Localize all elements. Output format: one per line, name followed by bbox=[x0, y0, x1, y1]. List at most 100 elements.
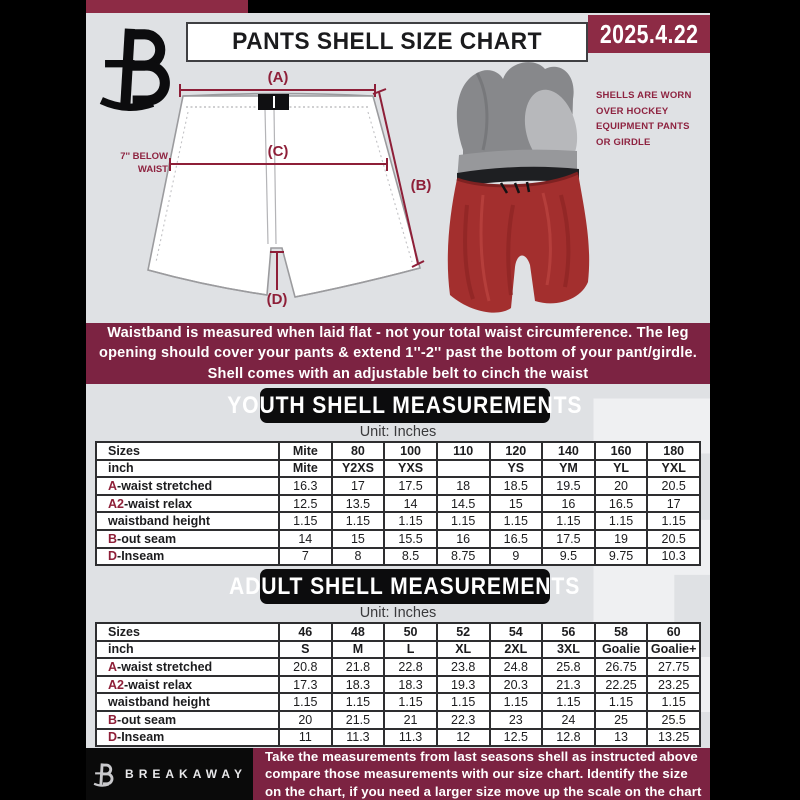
cell-value: 110 bbox=[435, 441, 491, 461]
cell-value: 1.15 bbox=[278, 511, 333, 531]
cell-value: 10.3 bbox=[646, 546, 701, 567]
table-row: inch Mite Y2XS YXS YS YM YL YXL bbox=[95, 458, 701, 479]
row-label: Sizes bbox=[95, 441, 280, 461]
info-banner-text: Waistband is measured when laid flat - n… bbox=[99, 325, 697, 382]
row-label: inch bbox=[95, 639, 280, 660]
cell-value: 12.5 bbox=[278, 493, 333, 514]
cell-value: 25 bbox=[593, 709, 649, 730]
cell-value: 22.25 bbox=[593, 674, 649, 695]
cell-value: 15.5 bbox=[383, 528, 438, 549]
cell-value: 1.15 bbox=[646, 511, 701, 531]
cell-value: 20.5 bbox=[646, 528, 701, 549]
cell-value: 23 bbox=[488, 709, 544, 730]
adult-unit-label: Unit: Inches bbox=[359, 605, 437, 621]
cell-value: 11.3 bbox=[383, 727, 438, 748]
cell-value: 11 bbox=[278, 727, 333, 748]
cell-value: 58 bbox=[593, 622, 649, 642]
cell-value: Goalie+ bbox=[646, 639, 701, 660]
cell-value: 18 bbox=[435, 476, 491, 496]
footer-brand-name: BREAKAWAY bbox=[125, 767, 247, 781]
cell-value: 9.5 bbox=[541, 546, 596, 567]
cell-value: 21.3 bbox=[541, 674, 596, 695]
top-accent-black bbox=[248, 0, 710, 13]
thigh-pad bbox=[524, 89, 578, 169]
row-label-prefix: A bbox=[108, 478, 118, 493]
footer-note-text: Take the measurements from last seasons … bbox=[265, 749, 702, 799]
cell-value: 46 bbox=[278, 622, 333, 642]
cell-value: 180 bbox=[646, 441, 701, 461]
cell-value: 20.3 bbox=[488, 674, 544, 695]
dim-a-label: (A) bbox=[268, 70, 289, 86]
cell-value: 54 bbox=[488, 622, 544, 642]
cell-value: 21.8 bbox=[330, 657, 386, 677]
cell-value: 24.8 bbox=[488, 657, 544, 677]
cell-value: 22.8 bbox=[383, 657, 438, 677]
date-text: 2025.4.22 bbox=[599, 18, 699, 49]
shell-measurement-diagram: (A) (C) (B) (D) 7'' BELOW WAIST bbox=[120, 70, 431, 308]
cell-value: 19.5 bbox=[541, 476, 596, 496]
row-label: Sizes bbox=[95, 622, 280, 642]
table-row: Sizes Mite 80 100 110 120 140 160 180 bbox=[95, 441, 701, 461]
cell-value: 12.8 bbox=[541, 727, 596, 748]
cell-value: 17.5 bbox=[541, 528, 596, 549]
cell-value: 14.5 bbox=[435, 493, 491, 514]
cell-value: 16.5 bbox=[593, 493, 649, 514]
cell-value: Y2XS bbox=[330, 458, 386, 479]
footer-brand-block: BREAKAWAY bbox=[86, 748, 253, 800]
cell-value: 19 bbox=[593, 528, 649, 549]
top-accent-maroon bbox=[86, 0, 248, 13]
cell-value: 22.3 bbox=[435, 709, 491, 730]
cell-value: YXS bbox=[383, 458, 438, 479]
page-content: PANTS SHELL SIZE CHART 2025.4.22 (A) (C)… bbox=[86, 0, 710, 800]
cell-value: 1.15 bbox=[593, 511, 649, 531]
cell-value: 80 bbox=[330, 441, 386, 461]
cell-value: 1.15 bbox=[330, 511, 386, 531]
cell-value: 1.15 bbox=[541, 511, 596, 531]
shorts-outline bbox=[147, 95, 421, 298]
cell-value: 15 bbox=[488, 493, 544, 514]
cell-value: 23.8 bbox=[435, 657, 491, 677]
row-label: B-out seam bbox=[95, 528, 280, 549]
cell-value: 8 bbox=[330, 546, 386, 567]
cell-value: 52 bbox=[435, 622, 491, 642]
row-label-prefix: A bbox=[108, 659, 118, 674]
footer-note: Take the measurements from last seasons … bbox=[253, 748, 710, 800]
table-row: inch S M L XL 2XL 3XL Goalie Goalie+ bbox=[95, 639, 701, 660]
cell-value: 13.25 bbox=[646, 727, 701, 748]
row-label-prefix: A2 bbox=[108, 677, 124, 692]
cell-value: 100 bbox=[383, 441, 438, 461]
cell-value: 1.15 bbox=[593, 692, 649, 712]
page-title: PANTS SHELL SIZE CHART bbox=[232, 28, 542, 55]
cell-value: 1.15 bbox=[646, 692, 701, 712]
table-row: A2-waist relax 17.3 18.3 18.3 19.3 20.3 21.3 22… bbox=[95, 674, 701, 695]
below-waist-note-line2: WAIST bbox=[138, 164, 168, 175]
cell-value: 8.5 bbox=[383, 546, 438, 567]
cell-value: YL bbox=[593, 458, 649, 479]
row-label-prefix: B bbox=[108, 712, 118, 727]
side-note: SHELLS ARE WORN OVER HOCKEY EQUIPMENT PA… bbox=[596, 90, 692, 149]
cell-value: 24 bbox=[541, 709, 596, 730]
cell-value: 1.15 bbox=[488, 692, 544, 712]
row-label: D-Inseam bbox=[95, 727, 280, 748]
cell-value: YM bbox=[541, 458, 596, 479]
cell-value: 15 bbox=[330, 528, 386, 549]
cell-value: M bbox=[330, 639, 386, 660]
cell-value: 17 bbox=[646, 493, 701, 514]
table-row: Sizes 46 48 50 52 54 56 58 60 bbox=[95, 622, 701, 642]
cell-value: 1.15 bbox=[330, 692, 386, 712]
shell-over-girdle-photo bbox=[447, 62, 590, 313]
cell-value: 18.3 bbox=[330, 674, 386, 695]
cell-value: 18.3 bbox=[383, 674, 438, 695]
dim-c-label: (C) bbox=[268, 143, 289, 160]
cell-value: 21 bbox=[383, 709, 438, 730]
below-waist-note-line1: 7'' BELOW bbox=[120, 151, 168, 162]
row-label: A2-waist relax bbox=[95, 674, 280, 695]
cell-value: Mite bbox=[278, 458, 333, 479]
cell-value: 17 bbox=[330, 476, 386, 496]
cell-value: 18.5 bbox=[488, 476, 544, 496]
cell-value: 14 bbox=[383, 493, 438, 514]
cell-value bbox=[435, 458, 491, 479]
row-label: B-out seam bbox=[95, 709, 280, 730]
cell-value: 25.8 bbox=[541, 657, 596, 677]
cell-value: Mite bbox=[278, 441, 333, 461]
